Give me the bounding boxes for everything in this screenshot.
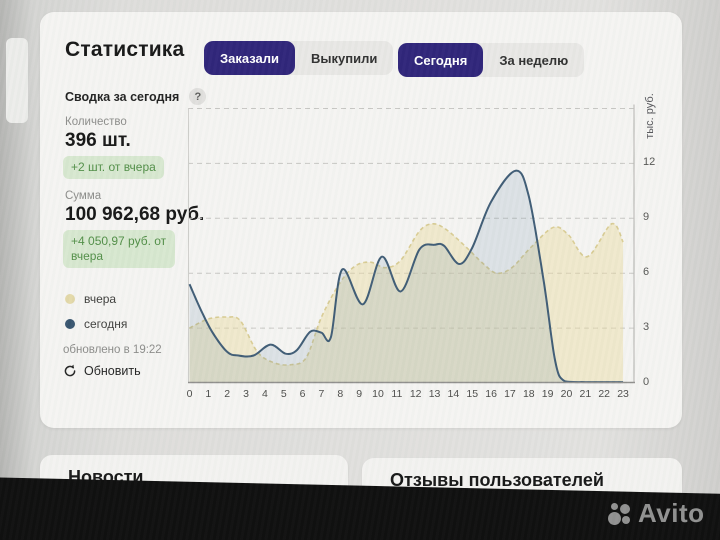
refresh-button[interactable]: Обновить: [63, 364, 141, 378]
sum-delta-badge: +4 050,97 руб. от вчера: [63, 230, 175, 268]
sum-value: 100 962,68 руб.: [65, 204, 205, 225]
count-value: 396 шт.: [65, 130, 131, 151]
legend-label: сегодня: [84, 317, 128, 331]
y-tick: 9: [643, 211, 650, 224]
y-tick: 6: [643, 266, 650, 279]
refresh-label: Обновить: [84, 364, 141, 378]
x-tick: 8: [337, 388, 344, 400]
refresh-icon: [64, 364, 76, 377]
tab-today[interactable]: Сегодня: [398, 43, 484, 77]
avito-logo-text: Avito: [638, 498, 705, 528]
summary-title: Сводка за сегодня: [65, 89, 180, 104]
background-card-edge: [6, 38, 28, 123]
x-tick: 12: [409, 388, 422, 400]
x-tick: 16: [485, 388, 497, 400]
x-tick: 20: [560, 388, 573, 400]
x-tick: 6: [299, 388, 306, 400]
page-title: Статистика: [65, 38, 185, 61]
tab-ordered[interactable]: Заказали: [204, 41, 296, 75]
today-dot-icon: [65, 319, 75, 329]
x-tick: 18: [522, 388, 535, 400]
tab-week[interactable]: За неделю: [499, 52, 569, 68]
x-tick: 19: [541, 388, 554, 400]
x-tick: 10: [372, 388, 384, 400]
x-tick: 17: [504, 388, 516, 400]
tab-purchased[interactable]: Выкупили: [311, 50, 378, 66]
x-tick: 11: [391, 388, 403, 400]
x-tick: 15: [466, 388, 479, 400]
x-tick: 14: [447, 388, 460, 400]
sum-label: Сумма: [65, 190, 102, 202]
period-toggle-group: Сегодня За неделю: [398, 43, 585, 77]
chart-plot-area: [188, 103, 635, 389]
x-tick: 23: [617, 388, 629, 400]
metric-toggle-group: Заказали Выкупили: [204, 41, 394, 75]
count-delta-badge: +2 шт. от вчера: [63, 156, 164, 179]
y-tick: 0: [643, 376, 650, 388]
x-tick: 1: [205, 388, 212, 400]
x-tick: 3: [243, 388, 249, 400]
y-tick: 12: [643, 156, 656, 169]
updated-timestamp: обновлено в 19:22: [63, 344, 162, 356]
avito-logo-icon: [608, 502, 632, 526]
x-tick: 13: [428, 388, 441, 400]
legend-label: вчера: [84, 292, 117, 306]
x-tick: 22: [598, 388, 611, 400]
chart-legend: вчера сегодня: [65, 292, 127, 342]
x-tick: 9: [356, 388, 363, 400]
avito-watermark: Avito: [608, 498, 705, 529]
x-tick: 0: [186, 388, 193, 400]
y-tick: 3: [643, 321, 650, 334]
help-icon[interactable]: ?: [189, 88, 207, 105]
sales-chart: [188, 104, 635, 384]
y-axis-title: тыс. руб.: [644, 93, 656, 139]
x-tick: 5: [280, 388, 287, 400]
yesterday-dot-icon: [65, 294, 75, 304]
x-tick: 2: [224, 388, 231, 400]
reviews-title: Отзывы пользователей: [390, 470, 604, 490]
count-label: Количество: [65, 116, 127, 128]
legend-item-yesterday[interactable]: вчера: [65, 292, 127, 306]
x-tick: 4: [261, 388, 268, 400]
x-tick: 7: [318, 388, 325, 400]
statistics-card: Статистика Заказали Выкупили Сегодня За …: [40, 12, 682, 428]
legend-item-today[interactable]: сегодня: [65, 317, 127, 331]
summary-title-row: Сводка за сегодня ?: [65, 88, 207, 105]
x-tick: 21: [579, 388, 592, 400]
